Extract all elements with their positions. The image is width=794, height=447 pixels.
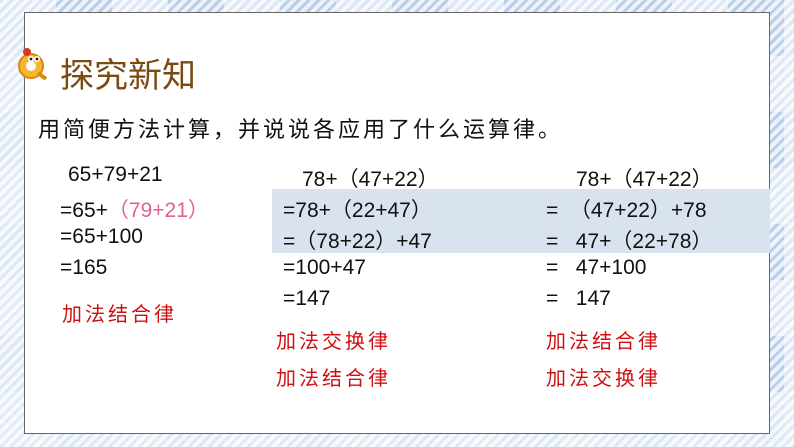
col1-line: =165 [60,256,108,279]
col1-line: 65+79+21 [68,163,163,186]
col3-line: = 147 [546,287,611,310]
col2-line: 78+（47+22） [302,168,439,191]
col2-line: =100+47 [283,256,366,279]
col1-law: 加法结合律 [62,302,177,326]
col1-line: =65+100 [60,225,143,248]
section-title: 探究新知 [60,56,196,96]
col2-line: =147 [283,287,331,310]
col2-line: =78+（22+47） [283,199,432,222]
col1-line-text: =65+ [60,199,108,222]
col3-line: = 47+（22+78） [546,230,713,253]
col3-law: 加法结合律 [546,329,661,353]
col3-law: 加法交换律 [546,366,661,390]
highlight-band [272,189,770,253]
col2-law: 加法结合律 [276,366,391,390]
col1-highlight: （79+21） [107,199,209,222]
col2-law: 加法交换律 [276,329,391,353]
col3-line: 78+（47+22） [576,168,713,191]
instruction-text: 用简便方法计算，并说说各应用了什么运算律。 [38,118,564,143]
col1-line: =65+（79+21） [60,194,209,224]
col3-line: = （47+22）+78 [546,199,707,222]
col3-line: = 47+100 [546,256,647,279]
mascot-q-icon [18,48,48,80]
col2-line: =（78+22）+47 [283,230,432,253]
